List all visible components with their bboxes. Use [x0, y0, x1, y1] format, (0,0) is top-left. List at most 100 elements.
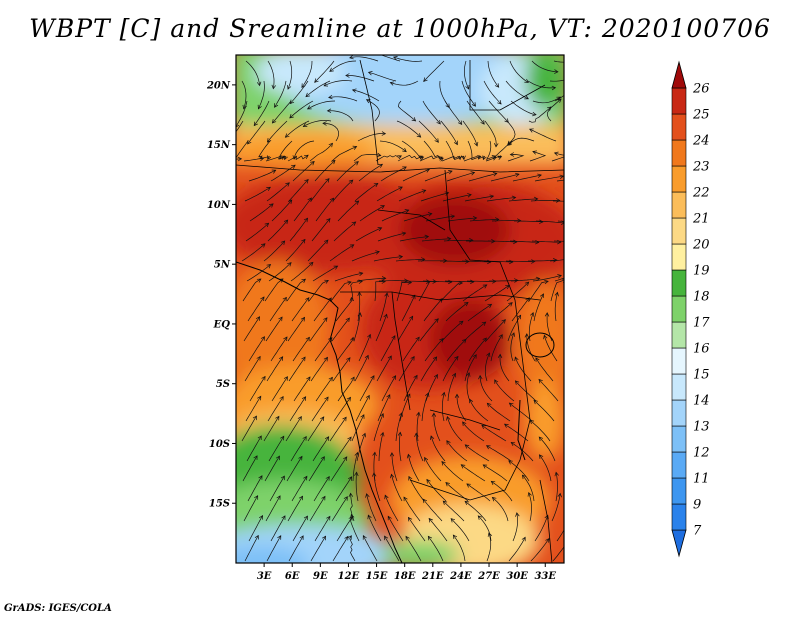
streamline: [355, 395, 370, 422]
x-tick-label: 12E: [338, 571, 360, 582]
streamline: [329, 417, 347, 442]
streamline-arrow: [346, 357, 351, 362]
colorbar-swatch: [671, 113, 687, 141]
streamline-arrow: [446, 236, 452, 242]
streamline: [547, 98, 562, 122]
streamline-arrow: [575, 256, 579, 260]
streamline: [408, 476, 425, 502]
streamline-arrow: [482, 337, 487, 343]
streamline: [307, 416, 325, 442]
streamline-arrow: [381, 276, 387, 281]
streamline: [380, 166, 407, 182]
streamline-arrow: [469, 398, 474, 404]
streamline-arrow: [583, 221, 587, 225]
streamline-arrow: [297, 415, 302, 421]
streamline: [535, 357, 554, 382]
streamline-arrow: [323, 82, 329, 87]
streamline-arrow: [415, 336, 420, 342]
streamline-arrow: [514, 380, 520, 385]
streamline: [447, 217, 477, 222]
streamline-arrow: [284, 133, 290, 138]
streamline-arrow: [280, 475, 285, 481]
streamline-arrow: [347, 436, 352, 442]
streamline: [467, 304, 492, 322]
streamline-arrow: [281, 515, 286, 520]
streamline: [315, 197, 334, 222]
streamline-arrow: [299, 535, 304, 540]
streamline: [329, 244, 354, 262]
streamline: [337, 376, 355, 402]
streamline-arrow: [405, 535, 410, 541]
streamline-arrow: [350, 513, 355, 519]
streamline: [310, 357, 328, 382]
streamline-arrow: [567, 538, 571, 542]
streamline-arrow: [424, 456, 429, 462]
streamline-arrow: [349, 296, 354, 302]
streamline-arrow: [457, 120, 463, 125]
streamline: [402, 336, 420, 362]
streamline: [446, 339, 467, 362]
streamline-arrow: [310, 161, 315, 166]
streamline-arrow: [300, 316, 306, 322]
streamline: [349, 535, 356, 562]
streamline-arrow: [539, 293, 545, 298]
streamline: [263, 240, 285, 262]
streamline: [253, 100, 270, 126]
streamline: [464, 444, 490, 462]
streamline: [285, 416, 302, 442]
streamline: [440, 260, 469, 262]
streamline-arrow: [380, 431, 385, 437]
streamline: [387, 516, 404, 542]
streamline: [419, 318, 439, 342]
streamline-arrow: [329, 197, 335, 203]
coastlines-borders: [236, 59, 564, 563]
colorbar: 7 9 11 12 13 14 15 16 17 18 19 20 21 22 23 24 25 26: [671, 60, 710, 558]
field-north-blue: [280, 55, 540, 125]
streamline: [401, 295, 416, 322]
streamline: [396, 282, 412, 302]
colorbar-arrow-low: [671, 529, 687, 558]
streamline-arrow: [561, 278, 564, 283]
streamline: [551, 493, 561, 522]
streamline-arrow: [390, 473, 395, 479]
colorbar-label: 7: [693, 524, 702, 539]
streamline: [323, 80, 353, 87]
streamline: [556, 179, 564, 182]
streamline-arrow: [492, 279, 497, 284]
streamline: [286, 456, 303, 482]
x-tick-label: 18E: [394, 571, 416, 582]
streamline: [553, 200, 564, 202]
streamline: [485, 319, 506, 342]
streamline: [248, 169, 276, 182]
streamline-arrow: [469, 237, 474, 243]
streamline-arrow: [349, 244, 355, 249]
streamline: [418, 120, 439, 143]
streamline: [469, 219, 499, 222]
streamline-arrow: [271, 119, 277, 124]
streamline: [271, 376, 288, 402]
streamline-arrow: [348, 179, 354, 185]
streamline: [310, 178, 330, 202]
streamline: [405, 536, 422, 562]
streamline: [402, 168, 430, 182]
streamline: [269, 297, 287, 322]
streamline-arrow: [307, 197, 312, 203]
streamline-arrow: [271, 169, 277, 174]
streamline-arrow: [354, 161, 359, 166]
streamline: [554, 292, 558, 322]
streamline-arrow: [264, 222, 270, 228]
streamline-arrow: [280, 435, 285, 441]
streamline-arrow: [544, 514, 549, 520]
streamline: [456, 394, 467, 422]
streamline-arrow: [494, 379, 499, 384]
streamline: [292, 515, 308, 542]
streamline: [267, 60, 275, 89]
streamline: [270, 515, 286, 542]
streamline: [355, 472, 359, 502]
streamline-arrow: [254, 495, 259, 500]
streamline-arrow: [442, 500, 448, 506]
streamline-arrow: [237, 156, 243, 162]
streamline: [289, 80, 309, 104]
colorbar-label: 13: [693, 420, 710, 435]
streamline-arrow: [323, 356, 328, 362]
